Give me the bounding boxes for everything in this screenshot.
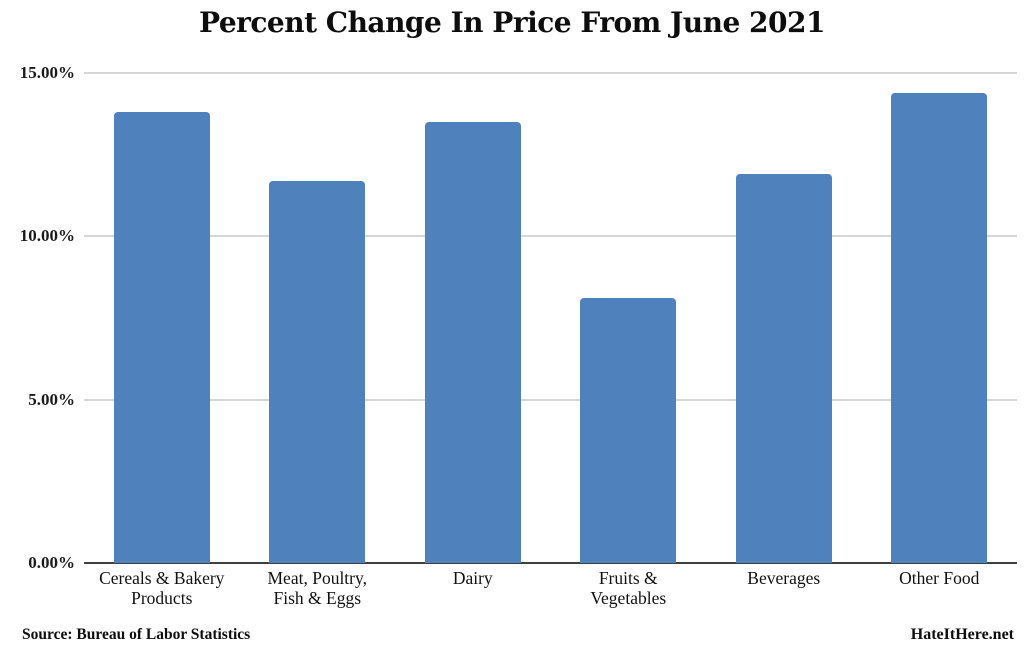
gridline-10 [84, 235, 1017, 238]
gridline-5 [84, 398, 1017, 401]
y-axis-tick-label: 15.00% [19, 63, 75, 82]
x-axis-line [84, 562, 1017, 564]
source-note: Source: Bureau of Labor Statistics [22, 626, 251, 643]
x-axis-category-label: Other Food [899, 568, 980, 588]
x-axis-category-label: Fruits & Vegetables [590, 568, 667, 608]
y-axis-tick-label: 0.00% [28, 553, 75, 572]
bar-5 [736, 174, 832, 563]
x-axis-category-label: Beverages [747, 568, 821, 588]
y-axis-tick-label: 10.00% [19, 226, 75, 246]
bar-4 [580, 298, 676, 563]
x-axis-category-label: Cereals & Bakery Products [99, 568, 225, 608]
bar-2 [269, 180, 365, 563]
watermark-link: HateItHere.net [910, 626, 1014, 643]
x-axis-category-label: Dairy [452, 568, 493, 588]
bar-3 [425, 122, 521, 563]
chart-title: Percent Change In Price From June 2021 [199, 6, 825, 39]
y-axis-tick-label: 5.00% [28, 389, 75, 409]
bar-1 [114, 112, 210, 563]
gridline-15 [84, 72, 1017, 74]
plot-area [84, 72, 1017, 564]
x-axis-category-label: Meat, Poultry, Fish & Eggs [267, 568, 367, 608]
bar-6 [891, 92, 987, 563]
